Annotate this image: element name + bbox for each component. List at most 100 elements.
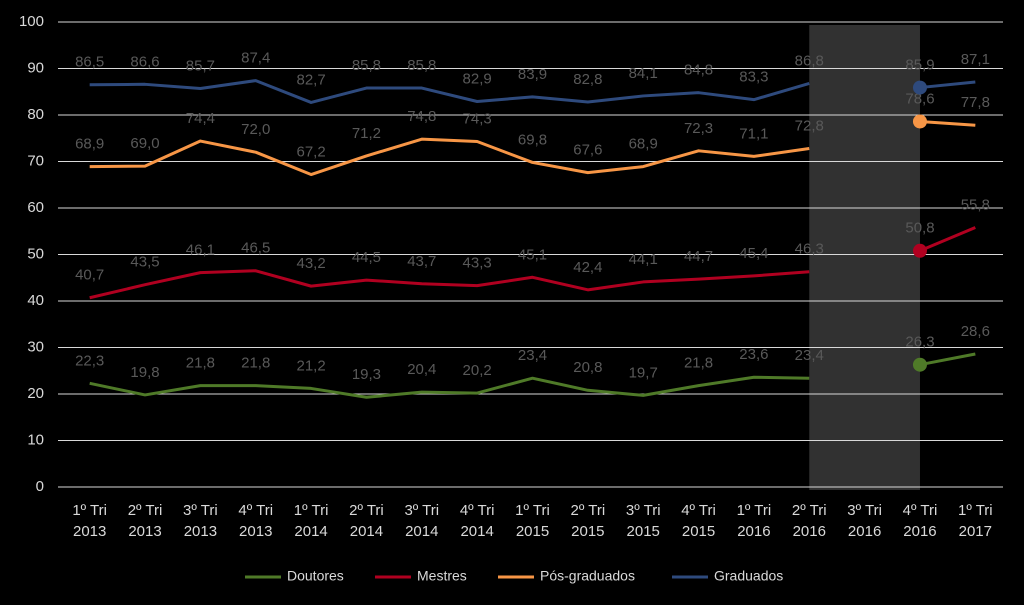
data-label: 74,4 [186,110,215,127]
data-label: 67,2 [296,143,325,160]
highlight-band [809,25,920,490]
data-label: 21,8 [241,355,270,372]
data-label: 68,9 [75,136,104,153]
data-label: 19,8 [130,364,159,381]
series-line [89,226,976,300]
data-label: 43,2 [296,255,325,272]
data-label: 74,3 [463,110,492,127]
x-tick-label: 2º Tri 2014 [349,502,384,540]
data-label: 72,3 [684,120,713,137]
data-label: 23,4 [518,347,547,364]
data-label: 40,7 [75,267,104,284]
legend-label: Graduados [714,568,783,584]
data-label: 21,2 [296,357,325,374]
data-label: 82,8 [573,71,602,88]
series-line [89,79,976,104]
data-label: 83,9 [518,66,547,83]
data-label: 21,8 [186,355,215,372]
y-tick-label: 50 [27,245,44,262]
point-marker [912,243,927,258]
data-label: 28,6 [961,323,990,340]
data-label: 67,6 [573,142,602,159]
legend-label: Doutores [287,568,344,584]
data-label: 69,8 [518,131,547,148]
data-label: 19,7 [629,364,658,381]
x-tick-label: 2º Tri 2016 [791,502,827,540]
data-label: 20,4 [407,361,436,378]
data-label: 21,8 [684,355,713,372]
data-label: 69,0 [130,135,159,152]
x-tick-label: 1º Tri 2015 [515,502,550,540]
x-tick-label: 1º Tri 2014 [293,502,329,540]
data-label: 43,7 [407,253,436,270]
data-label: 26,3 [905,334,934,351]
data-label: 43,3 [463,255,492,272]
point-marker [912,357,927,372]
data-label: 82,9 [463,70,492,87]
data-label: 23,4 [795,347,824,364]
data-label: 82,7 [296,71,325,88]
data-label: 45,4 [739,245,768,262]
series-line [89,120,976,177]
data-label: 77,8 [961,94,990,111]
data-label: 86,5 [75,54,104,71]
data-label: 87,4 [241,50,270,67]
data-label: 23,6 [739,346,768,363]
data-label: 44,5 [352,249,381,266]
data-label: 20,2 [463,362,492,379]
data-label: 84,8 [684,62,713,79]
point-marker [912,114,927,129]
y-tick-label: 100 [19,13,44,30]
y-tick-label: 80 [27,106,44,123]
data-label: 46,1 [186,242,215,259]
data-label: 50,8 [905,220,934,237]
data-label: 86,8 [795,52,824,69]
data-label: 84,1 [629,65,658,82]
data-label: 71,1 [739,125,768,142]
data-label: 22,3 [75,352,104,369]
y-tick-label: 70 [27,152,44,169]
data-label: 46,3 [795,241,824,258]
legend-label: Mestres [417,568,467,584]
data-label: 44,7 [684,248,713,265]
x-tick-label: 2º Tri 2013 [127,502,163,540]
data-label: 85,8 [352,57,381,74]
x-tick-label: 3º Tri 2013 [183,502,218,540]
data-label: 85,8 [407,57,436,74]
x-tick-label: 1º Tri 2016 [736,502,772,540]
data-label: 45,1 [518,246,547,263]
y-tick-label: 0 [36,478,44,495]
y-tick-label: 90 [27,59,44,76]
data-label: 72,0 [241,121,270,138]
x-tick-label: 3º Tri 2015 [625,502,661,540]
data-label: 68,9 [629,136,658,153]
data-label: 85,7 [186,57,215,74]
x-tick-label: 3º Tri 2014 [404,502,440,540]
y-tick-label: 20 [27,385,44,402]
data-label: 85,9 [905,57,934,74]
y-tick-label: 10 [27,431,44,448]
data-label: 71,2 [352,125,381,142]
x-tick-label: 1º Tri 2017 [957,502,993,540]
data-label: 55,8 [961,196,990,213]
point-marker [912,80,927,95]
x-tick-label: 1º Tri 2013 [72,502,107,540]
y-tick-label: 60 [27,199,44,216]
x-tick-label: 3º Tri 2016 [847,502,882,540]
series-line [89,352,976,399]
data-label: 78,6 [905,90,934,107]
data-label: 43,5 [130,254,159,271]
x-tick-label: 4º Tri 2016 [902,502,938,540]
data-label: 87,1 [961,51,990,68]
data-label: 74,8 [407,108,436,125]
legend-label: Pós-graduados [540,568,635,584]
data-label: 72,8 [795,117,824,134]
data-label: 20,8 [573,359,602,376]
data-label: 46,5 [241,240,270,257]
y-tick-label: 40 [27,292,44,309]
data-label: 44,1 [629,251,658,268]
data-label: 42,4 [573,259,602,276]
y-tick-label: 30 [27,338,44,355]
x-tick-label: 2º Tri 2015 [570,502,606,540]
